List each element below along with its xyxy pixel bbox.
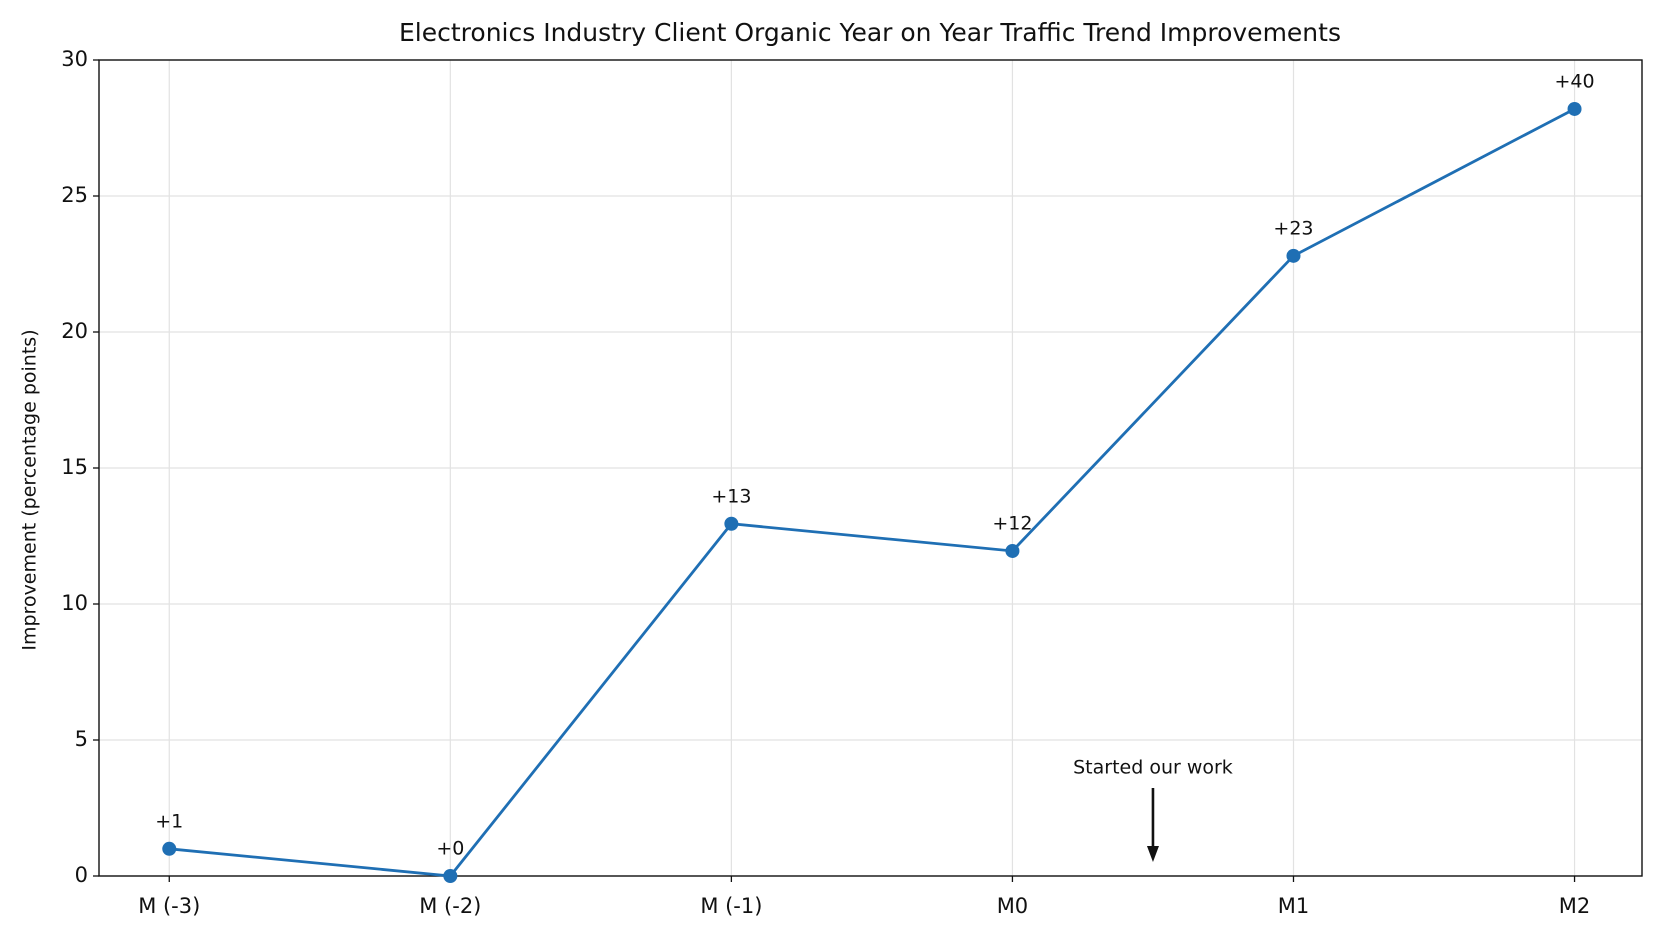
point-label: +23 bbox=[1273, 217, 1313, 239]
y-tick-label: 25 bbox=[61, 183, 88, 207]
data-point bbox=[443, 869, 458, 883]
y-tick-label: 30 bbox=[61, 47, 88, 71]
x-tick-label: M (-3) bbox=[138, 894, 200, 918]
point-label: +1 bbox=[155, 810, 183, 832]
data-point bbox=[1286, 248, 1301, 263]
data-point bbox=[1005, 543, 1020, 558]
y-axis-label: Improvement (percentage points) bbox=[19, 329, 41, 650]
y-tick-label: 5 bbox=[75, 727, 88, 751]
data-point bbox=[724, 516, 739, 531]
point-label: +13 bbox=[711, 485, 751, 507]
point-label: +40 bbox=[1554, 70, 1594, 92]
y-tick-label: 20 bbox=[61, 319, 88, 343]
plot-frame bbox=[98, 59, 1643, 877]
x-tick-label: M1 bbox=[1278, 894, 1309, 918]
y-tick-label: 10 bbox=[61, 591, 88, 615]
x-tick-label: M2 bbox=[1559, 894, 1590, 918]
y-tick-label: 0 bbox=[75, 863, 88, 887]
point-label: +0 bbox=[436, 838, 464, 860]
series-line bbox=[169, 107, 1576, 878]
y-tick-label: 15 bbox=[61, 455, 88, 479]
x-tick-label: M (-1) bbox=[700, 894, 762, 918]
chart-title: Electronics Industry Client Organic Year… bbox=[399, 18, 1341, 47]
annotation-arrowhead bbox=[1146, 846, 1159, 862]
x-tick-label: M (-2) bbox=[419, 894, 481, 918]
data-point bbox=[1567, 101, 1582, 116]
x-tick-label: M0 bbox=[997, 894, 1028, 918]
annotation: Started our work bbox=[1073, 757, 1233, 779]
point-label: +12 bbox=[992, 512, 1032, 534]
data-point bbox=[162, 841, 177, 856]
